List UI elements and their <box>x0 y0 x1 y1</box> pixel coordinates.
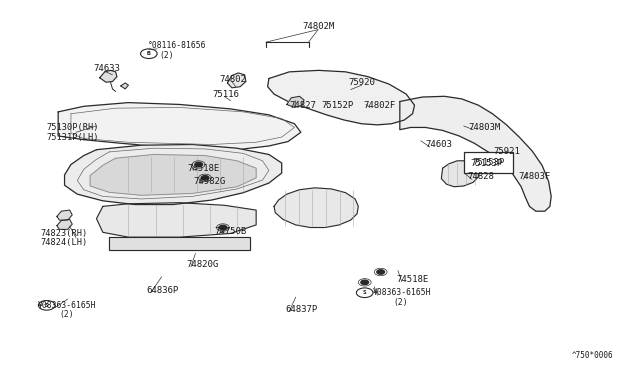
Text: 74802F: 74802F <box>364 101 396 110</box>
Text: B: B <box>147 51 151 56</box>
Text: 75116: 75116 <box>212 90 239 99</box>
Text: ¥08363-6165H: ¥08363-6165H <box>372 288 431 297</box>
Polygon shape <box>97 203 256 237</box>
Polygon shape <box>121 83 129 89</box>
Text: 74982G: 74982G <box>193 177 226 186</box>
Text: 75131P(LH): 75131P(LH) <box>47 132 99 142</box>
Text: S: S <box>363 290 367 295</box>
Text: 75152P: 75152P <box>321 101 353 110</box>
Polygon shape <box>65 144 282 205</box>
Circle shape <box>377 270 385 274</box>
Text: 74803F: 74803F <box>518 172 550 181</box>
Polygon shape <box>57 210 72 220</box>
Polygon shape <box>287 96 304 108</box>
Text: 74603: 74603 <box>426 140 452 149</box>
Circle shape <box>195 162 202 167</box>
Text: (2): (2) <box>60 311 74 320</box>
Text: 74823(RH): 74823(RH) <box>40 229 88 238</box>
Polygon shape <box>274 188 358 228</box>
Text: 74802M: 74802M <box>302 22 334 31</box>
Text: 74820G: 74820G <box>186 260 218 269</box>
Polygon shape <box>227 73 246 88</box>
Text: 74803M: 74803M <box>468 123 501 132</box>
Text: 74828: 74828 <box>467 172 493 181</box>
Polygon shape <box>442 161 478 187</box>
Polygon shape <box>109 237 250 250</box>
Text: 74633: 74633 <box>93 64 120 73</box>
Text: 74750B: 74750B <box>214 227 247 236</box>
Text: ¥08363-6165H: ¥08363-6165H <box>38 301 96 310</box>
Polygon shape <box>100 70 117 82</box>
Polygon shape <box>58 103 301 149</box>
Text: 75153P: 75153P <box>470 158 502 167</box>
Polygon shape <box>400 96 551 211</box>
Text: 74518E: 74518E <box>397 275 429 284</box>
Polygon shape <box>57 219 72 230</box>
Text: 74802: 74802 <box>220 75 246 84</box>
Text: 75921: 75921 <box>493 147 520 156</box>
Circle shape <box>219 225 227 230</box>
Text: S: S <box>45 303 49 308</box>
Text: 74824(LH): 74824(LH) <box>40 238 88 247</box>
Text: °08116-81656: °08116-81656 <box>148 41 206 51</box>
FancyBboxPatch shape <box>464 152 513 173</box>
Text: 64837P: 64837P <box>285 305 317 314</box>
Text: 75153P: 75153P <box>472 158 505 167</box>
Text: 75130P(RH): 75130P(RH) <box>47 123 99 132</box>
Text: ^750*0006: ^750*0006 <box>572 351 614 360</box>
Circle shape <box>361 280 369 285</box>
Text: (2): (2) <box>394 298 408 307</box>
Text: 64836P: 64836P <box>147 286 179 295</box>
Circle shape <box>201 176 209 180</box>
Text: 75920: 75920 <box>348 78 375 87</box>
Polygon shape <box>268 70 415 125</box>
Text: 74518E: 74518E <box>187 164 220 173</box>
Text: 74827: 74827 <box>289 101 316 110</box>
Text: (2): (2) <box>159 51 173 60</box>
Polygon shape <box>90 154 256 195</box>
